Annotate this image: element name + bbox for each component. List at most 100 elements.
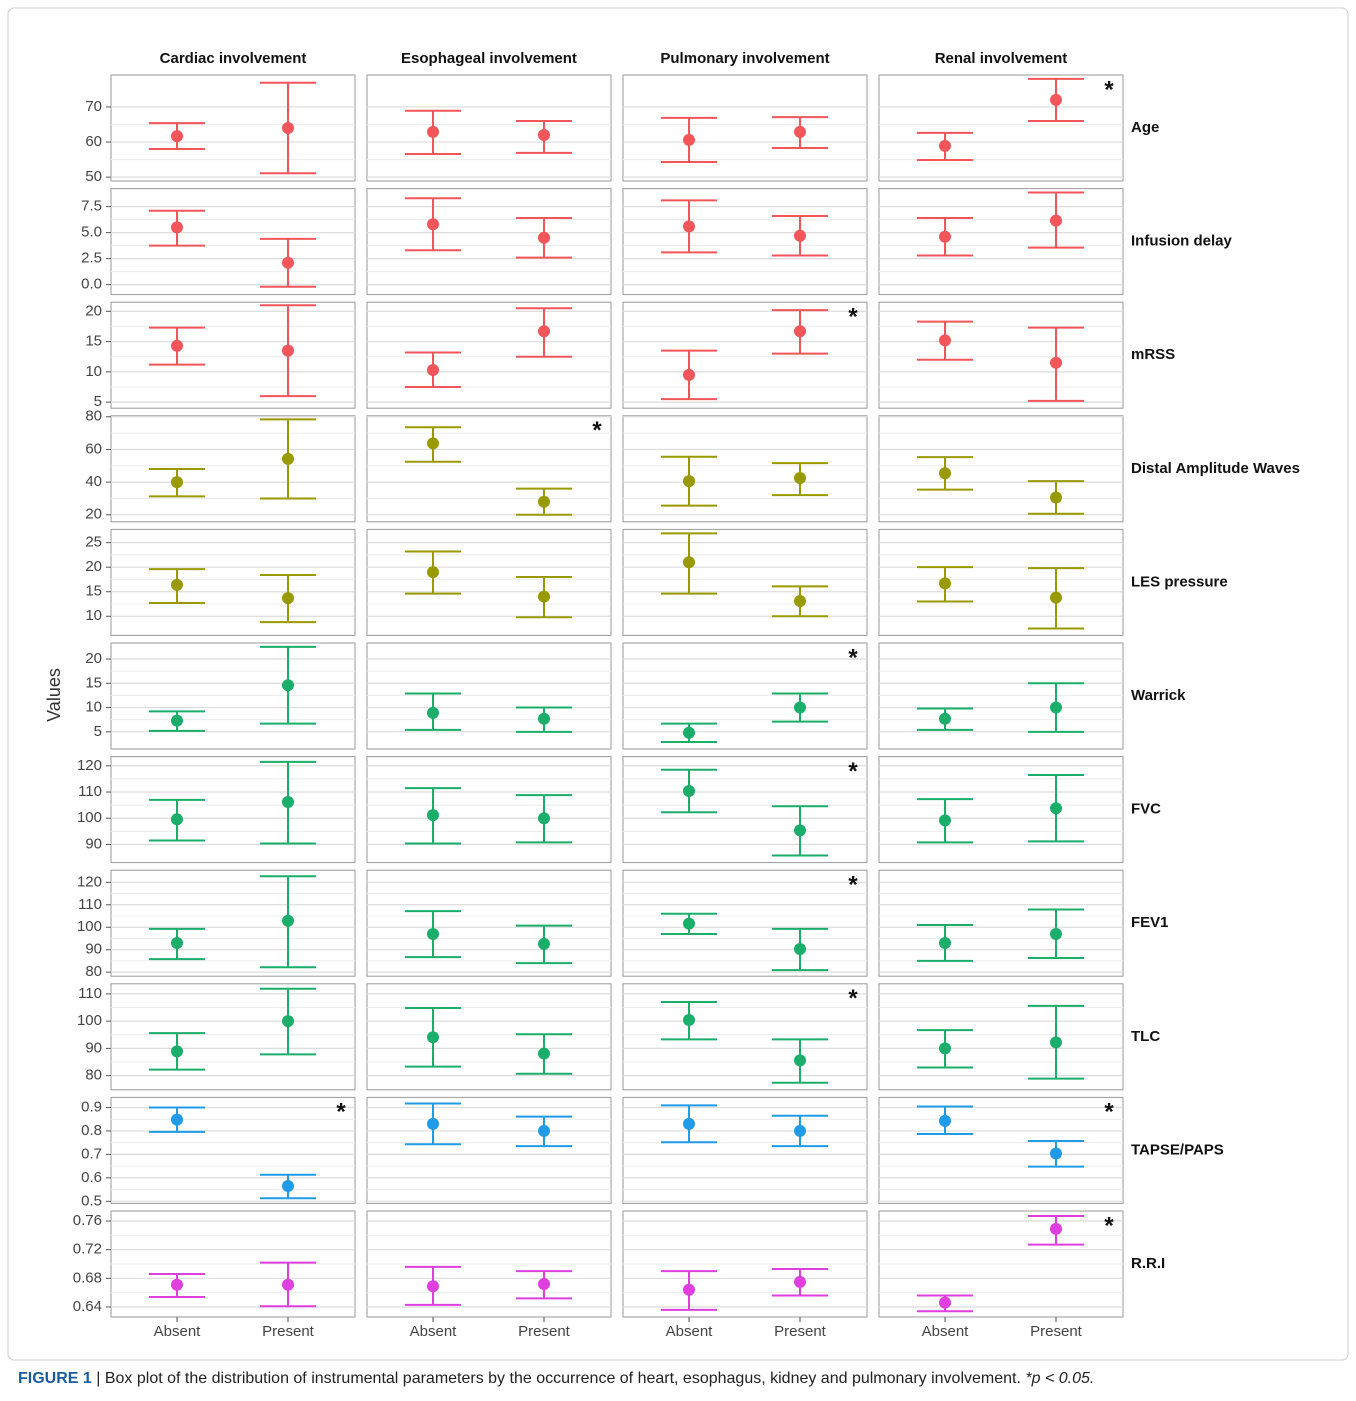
panel	[110, 528, 356, 636]
point	[282, 1278, 294, 1291]
y-tick-label: 15	[85, 674, 102, 691]
point	[282, 795, 294, 808]
point	[538, 1047, 550, 1060]
y-tick-label: 40	[85, 473, 102, 490]
point	[282, 914, 294, 927]
panel	[110, 983, 356, 1091]
point	[794, 325, 806, 338]
panel	[878, 301, 1124, 409]
x-tick-label: Absent	[666, 1323, 714, 1340]
point	[1050, 1147, 1062, 1160]
point	[1050, 1222, 1062, 1235]
panel	[366, 869, 612, 977]
y-tick-label: 90	[85, 941, 102, 958]
y-tick-label: 90	[85, 835, 102, 852]
x-tick-label: Present	[774, 1323, 827, 1340]
point	[683, 1014, 695, 1027]
point	[794, 1275, 806, 1288]
point	[794, 701, 806, 714]
point	[538, 1278, 550, 1291]
point	[794, 472, 806, 485]
y-tick-label: 10	[85, 699, 102, 716]
point	[794, 1054, 806, 1067]
y-tick-label: 25	[85, 534, 102, 551]
y-tick-label: 5	[94, 393, 102, 410]
point	[171, 1113, 183, 1126]
row-label: R.R.I	[1131, 1255, 1165, 1272]
point	[939, 814, 951, 827]
y-tick-label: 100	[77, 1012, 102, 1029]
point	[1050, 214, 1062, 227]
point	[683, 220, 695, 233]
x-tick-label: Absent	[154, 1323, 202, 1340]
point	[427, 125, 439, 138]
panel	[622, 74, 868, 182]
panel	[622, 528, 868, 636]
point	[171, 221, 183, 234]
point	[538, 590, 550, 603]
column-title: Cardiac involvement	[160, 50, 307, 67]
panel	[878, 1096, 1124, 1204]
y-tick-label: 60	[85, 440, 102, 457]
y-tick-label: 80	[85, 1067, 102, 1084]
panel	[878, 74, 1124, 182]
significance-mark: *	[848, 872, 858, 899]
panel	[622, 1096, 868, 1204]
point	[1050, 591, 1062, 604]
panel	[622, 415, 868, 523]
significance-mark: *	[592, 417, 602, 444]
point	[282, 592, 294, 605]
panel	[110, 869, 356, 977]
y-tick-label: 90	[85, 1039, 102, 1056]
y-tick-label: 0.68	[73, 1269, 102, 1286]
point	[427, 437, 439, 450]
point	[794, 943, 806, 956]
point	[282, 1180, 294, 1193]
y-tick-label: 100	[77, 918, 102, 935]
y-tick-label: 20	[85, 302, 102, 319]
panel	[366, 528, 612, 636]
y-axis-title: Values	[44, 668, 64, 722]
point	[282, 452, 294, 465]
point	[683, 917, 695, 930]
panel	[110, 74, 356, 182]
y-tick-label: 2.5	[81, 250, 102, 267]
y-tick-label: 10	[85, 607, 102, 624]
column-title: Esophageal involvement	[401, 50, 577, 67]
point	[683, 556, 695, 569]
point	[1050, 356, 1062, 369]
point	[282, 344, 294, 357]
point	[282, 256, 294, 269]
point	[683, 133, 695, 146]
point	[1050, 802, 1062, 815]
point	[939, 577, 951, 590]
point	[939, 1114, 951, 1127]
row-label: Warrick	[1131, 687, 1186, 704]
row-label: FEV1	[1131, 914, 1169, 931]
point	[683, 1117, 695, 1130]
y-tick-label: 0.64	[73, 1298, 102, 1315]
point	[538, 712, 550, 725]
y-tick-label: 10	[85, 363, 102, 380]
point	[427, 927, 439, 940]
significance-mark: *	[848, 644, 858, 671]
point	[794, 595, 806, 608]
point	[538, 325, 550, 338]
panel	[366, 301, 612, 409]
row-label: Distal Amplitude Waves	[1131, 460, 1300, 477]
y-tick-label: 0.7	[81, 1145, 102, 1162]
y-tick-label: 110	[78, 896, 102, 913]
point	[171, 1045, 183, 1058]
panel	[366, 1096, 612, 1204]
caption-label: FIGURE 1	[18, 1370, 92, 1387]
panel	[878, 188, 1124, 296]
panel	[110, 415, 356, 523]
caption-note: *p < 0.05.	[1025, 1370, 1095, 1387]
point	[794, 1124, 806, 1137]
point	[171, 1278, 183, 1291]
point	[427, 706, 439, 719]
point	[939, 1042, 951, 1055]
panel	[622, 983, 868, 1091]
y-tick-label: 0.0	[81, 276, 102, 293]
x-tick-label: Absent	[922, 1323, 970, 1340]
